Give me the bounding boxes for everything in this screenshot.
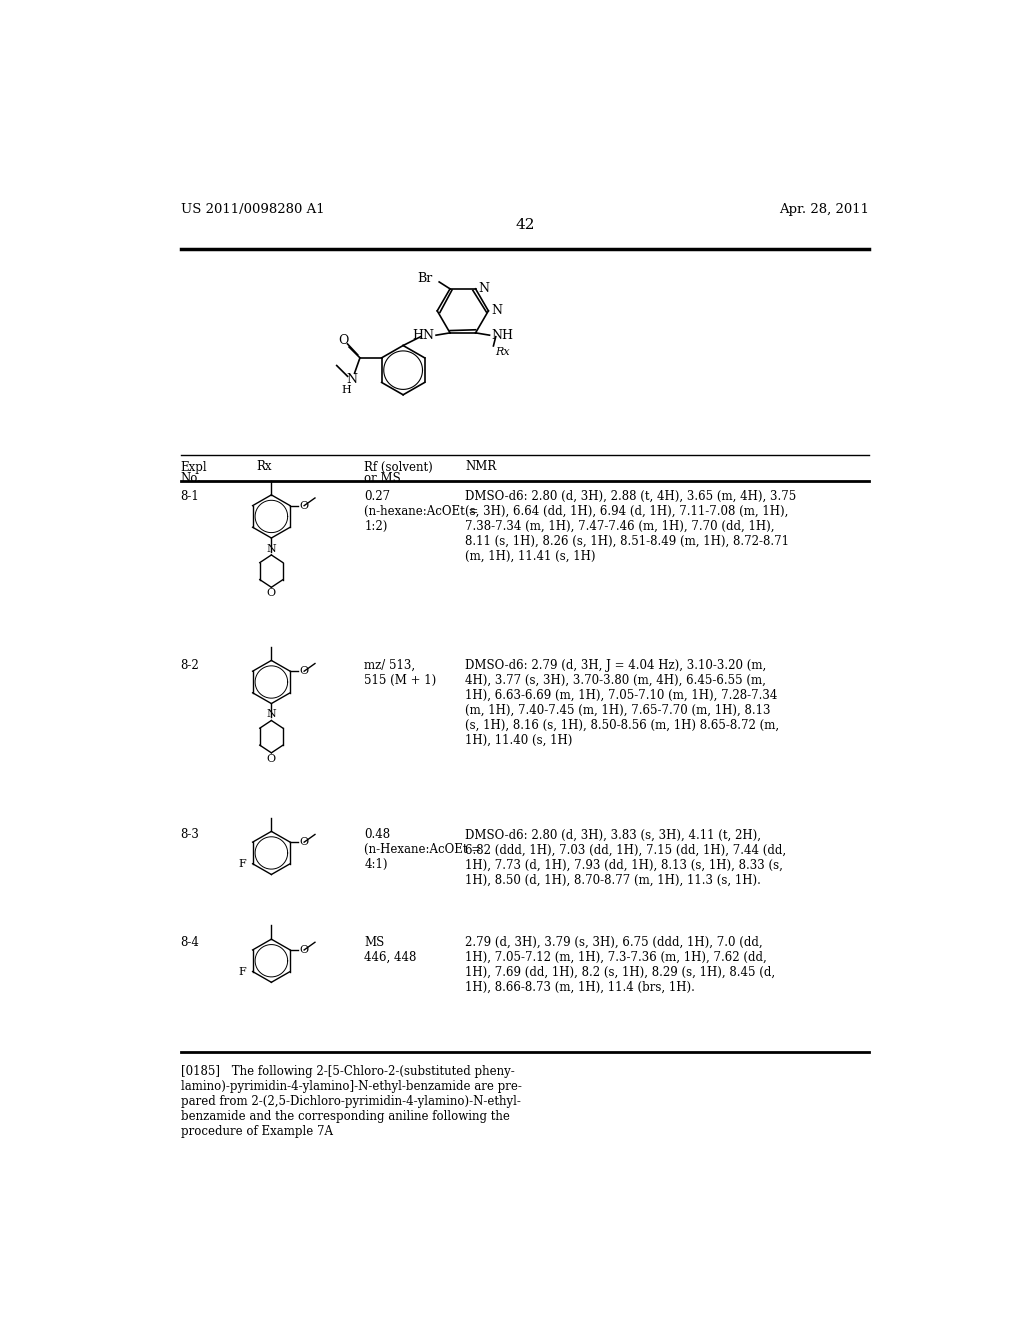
Text: DMSO-d6: 2.79 (d, 3H, J = 4.04 Hz), 3.10-3.20 (m,
4H), 3.77 (s, 3H), 3.70-3.80 (: DMSO-d6: 2.79 (d, 3H, J = 4.04 Hz), 3.10… bbox=[465, 659, 779, 747]
Text: Br: Br bbox=[418, 272, 433, 285]
Text: 0.48
(n-Hexane:AcOEt =
4:1): 0.48 (n-Hexane:AcOEt = 4:1) bbox=[365, 829, 481, 871]
Text: H: H bbox=[342, 385, 351, 395]
Text: F: F bbox=[239, 859, 247, 869]
Text: Rx: Rx bbox=[256, 459, 271, 473]
Text: 8-4: 8-4 bbox=[180, 936, 200, 949]
Text: US 2011/0098280 A1: US 2011/0098280 A1 bbox=[180, 203, 325, 216]
Text: O: O bbox=[299, 837, 308, 847]
Text: mz/ 513,
515 (M + 1): mz/ 513, 515 (M + 1) bbox=[365, 659, 436, 686]
Text: O: O bbox=[299, 500, 308, 511]
Text: O: O bbox=[339, 334, 349, 347]
Text: N: N bbox=[492, 305, 503, 317]
Text: Expl: Expl bbox=[180, 461, 207, 474]
Text: O: O bbox=[299, 945, 308, 954]
Text: DMSO-d6: 2.80 (d, 3H), 2.88 (t, 4H), 3.65 (m, 4H), 3.75
(s, 3H), 6.64 (dd, 1H), : DMSO-d6: 2.80 (d, 3H), 2.88 (t, 4H), 3.6… bbox=[465, 490, 797, 562]
Text: MS
446, 448: MS 446, 448 bbox=[365, 936, 417, 964]
Text: NMR: NMR bbox=[465, 459, 497, 473]
Text: 8-2: 8-2 bbox=[180, 659, 200, 672]
Text: 42: 42 bbox=[515, 218, 535, 232]
Text: O: O bbox=[267, 754, 275, 764]
Text: 8-3: 8-3 bbox=[180, 829, 200, 841]
Text: No.: No. bbox=[180, 471, 202, 484]
Text: or MS: or MS bbox=[365, 471, 401, 484]
Text: DMSO-d6: 2.80 (d, 3H), 3.83 (s, 3H), 4.11 (t, 2H),
6.82 (ddd, 1H), 7.03 (dd, 1H): DMSO-d6: 2.80 (d, 3H), 3.83 (s, 3H), 4.1… bbox=[465, 829, 786, 886]
Text: 2.79 (d, 3H), 3.79 (s, 3H), 6.75 (ddd, 1H), 7.0 (dd,
1H), 7.05-7.12 (m, 1H), 7.3: 2.79 (d, 3H), 3.79 (s, 3H), 6.75 (ddd, 1… bbox=[465, 936, 775, 994]
Text: [0185] The following 2-[5-Chloro-2-(substituted pheny-
lamino)-pyrimidin-4-ylami: [0185] The following 2-[5-Chloro-2-(subs… bbox=[180, 1065, 521, 1138]
Text: Rf (solvent): Rf (solvent) bbox=[365, 461, 433, 474]
Text: N: N bbox=[266, 709, 276, 719]
Text: NH: NH bbox=[492, 329, 513, 342]
Text: HN: HN bbox=[413, 329, 434, 342]
Text: 8-1: 8-1 bbox=[180, 490, 200, 503]
Text: N: N bbox=[478, 281, 489, 294]
Text: Apr. 28, 2011: Apr. 28, 2011 bbox=[779, 203, 869, 216]
Text: N: N bbox=[347, 372, 357, 385]
Text: N: N bbox=[266, 544, 276, 554]
Text: Rx: Rx bbox=[495, 347, 510, 358]
Text: O: O bbox=[267, 589, 275, 598]
Text: F: F bbox=[239, 966, 247, 977]
Text: O: O bbox=[299, 667, 308, 676]
Text: 0.27
(n-hexane:AcOEt =
1:2): 0.27 (n-hexane:AcOEt = 1:2) bbox=[365, 490, 479, 532]
